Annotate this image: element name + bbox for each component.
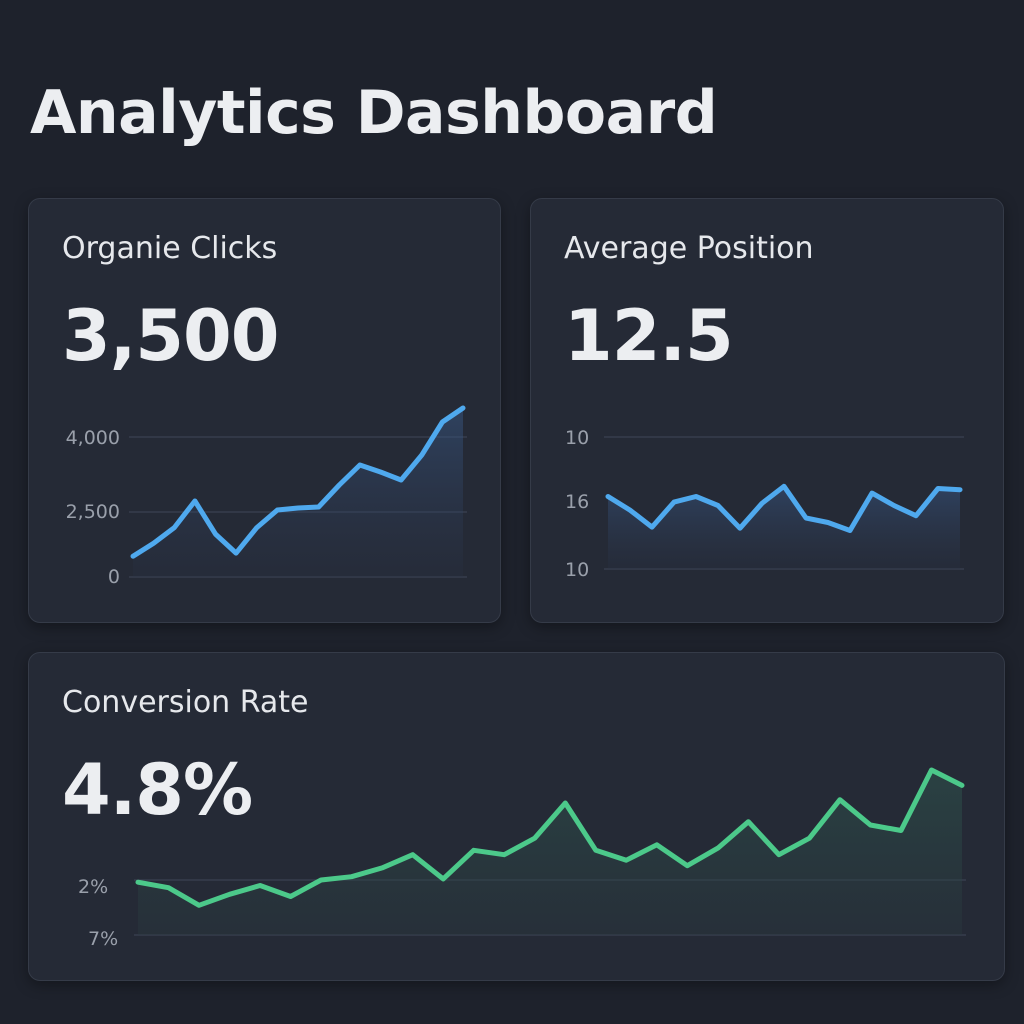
card-value: 3,500 <box>62 295 279 377</box>
card-title: Average Position <box>564 231 814 266</box>
page-title: Analytics Dashboard <box>30 78 718 148</box>
card-value: 12.5 <box>564 295 734 377</box>
card-title: Conversion Rate <box>62 685 309 720</box>
card-organic-clicks: Organie Clicks 3,500 <box>28 198 501 623</box>
card-conversion-rate: Conversion Rate 4.8% <box>28 652 1005 981</box>
card-value: 4.8% <box>62 749 253 831</box>
card-title: Organie Clicks <box>62 231 278 266</box>
card-average-position: Average Position 12.5 <box>530 198 1004 623</box>
